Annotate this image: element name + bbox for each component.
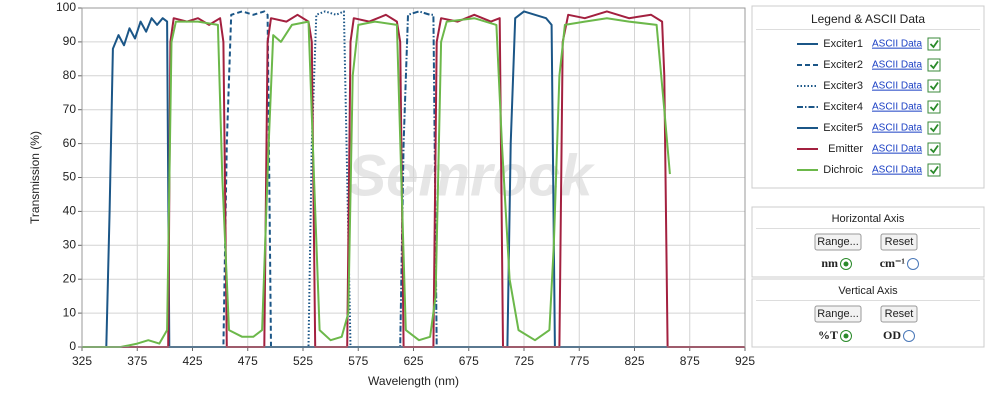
y-tick-label: 10	[63, 305, 77, 319]
checkbox[interactable]	[927, 142, 941, 156]
checkbox[interactable]	[927, 37, 941, 51]
x-tick-label: 375	[127, 354, 147, 368]
x-tick-label: 575	[348, 354, 368, 368]
radio-button[interactable]	[903, 330, 915, 342]
x-tick-label: 525	[293, 354, 313, 368]
radio-dot	[843, 333, 849, 339]
series-line	[82, 17, 745, 348]
x-axis-label: Wavelength (nm)	[368, 374, 459, 388]
separator	[756, 300, 980, 301]
x-tick-label: 775	[569, 354, 589, 368]
checkbox[interactable]	[927, 100, 941, 114]
y-tick-label: 100	[56, 0, 76, 14]
separator	[756, 228, 980, 229]
x-tick-label: 875	[680, 354, 700, 368]
side-panels: Legend & ASCII Data Horizontal Axis Vert…	[751, 5, 985, 348]
ascii-data-link[interactable]: ASCII Data	[872, 144, 922, 155]
legend-label: Emitter	[828, 143, 863, 155]
checkmark	[929, 60, 939, 70]
x-tick-label: 725	[514, 354, 534, 368]
y-tick-label: 50	[63, 170, 77, 184]
plot-border	[81, 7, 746, 348]
y-tick-label: 70	[63, 102, 77, 116]
checkmark	[929, 81, 939, 91]
radio-label: OD	[883, 328, 901, 342]
plot: Semrock 0 10 20 30 40 50 60 70 80 90 100 325 375 425 47…	[28, 0, 755, 388]
checkmark	[929, 144, 939, 154]
legend-label: Exciter3	[823, 80, 863, 92]
series-line	[82, 10, 745, 348]
x-tick-label: 475	[238, 354, 258, 368]
checkmark	[929, 39, 939, 49]
y-tick-label: 60	[63, 136, 77, 150]
panel-title: Horizontal Axis	[832, 213, 905, 225]
panel-title: Vertical Axis	[838, 285, 898, 297]
radio-label: cm⁻¹	[880, 256, 906, 270]
x-tick-label: 425	[182, 354, 202, 368]
y-tick-label: 80	[63, 68, 77, 82]
x-tick-label: 675	[459, 354, 479, 368]
series-line	[82, 17, 671, 348]
radio-label: nm	[821, 256, 838, 270]
y-tick-label: 30	[63, 237, 77, 251]
checkmark	[929, 123, 939, 133]
series-line	[82, 10, 745, 348]
radio-button[interactable]	[907, 258, 919, 270]
button-label[interactable]: Reset	[885, 236, 914, 248]
watermark: Semrock	[347, 143, 595, 208]
checkbox[interactable]	[927, 163, 941, 177]
legend-label: Exciter4	[823, 101, 863, 113]
checkbox[interactable]	[927, 58, 941, 72]
x-tick-label: 825	[624, 354, 644, 368]
legend-panel	[751, 5, 985, 189]
y-axis-label: Transmission (%)	[28, 131, 42, 224]
series-line	[82, 10, 745, 348]
x-tick-label: 325	[72, 354, 92, 368]
horizontal-axis-panel	[751, 206, 985, 278]
button[interactable]	[880, 305, 918, 323]
ascii-data-link[interactable]: ASCII Data	[872, 165, 922, 176]
checkbox[interactable]	[927, 79, 941, 93]
checkbox[interactable]	[927, 121, 941, 135]
separator	[756, 29, 980, 30]
button-label[interactable]: Range...	[817, 236, 859, 248]
y-tick-label: 90	[63, 34, 77, 48]
button[interactable]	[814, 305, 862, 323]
radio-dot	[843, 261, 849, 267]
ascii-data-link[interactable]: ASCII Data	[872, 81, 922, 92]
x-tick-label: 925	[735, 354, 755, 368]
legend-label: Exciter2	[823, 59, 863, 71]
button[interactable]	[814, 233, 862, 251]
legend-label: Dichroic	[823, 164, 863, 176]
checkmark	[929, 165, 939, 175]
button[interactable]	[880, 233, 918, 251]
button-label[interactable]: Range...	[817, 308, 859, 320]
x-tick-label: 625	[403, 354, 423, 368]
button-label[interactable]: Reset	[885, 308, 914, 320]
y-tick-label: 0	[69, 339, 76, 353]
y-tick-label: 40	[63, 204, 77, 218]
ascii-data-link[interactable]: ASCII Data	[872, 102, 922, 113]
ascii-data-link[interactable]: ASCII Data	[872, 39, 922, 50]
y-tick-label: 20	[63, 271, 77, 285]
radio-label: %T	[818, 328, 838, 342]
legend-label: Exciter1	[823, 38, 863, 50]
vertical-axis-panel	[751, 278, 985, 348]
checkmark	[929, 102, 939, 112]
ascii-data-link[interactable]: ASCII Data	[872, 60, 922, 71]
legend-title: Legend & ASCII Data	[811, 12, 925, 26]
ascii-data-link[interactable]: ASCII Data	[872, 123, 922, 134]
legend-label: Exciter5	[823, 122, 863, 134]
